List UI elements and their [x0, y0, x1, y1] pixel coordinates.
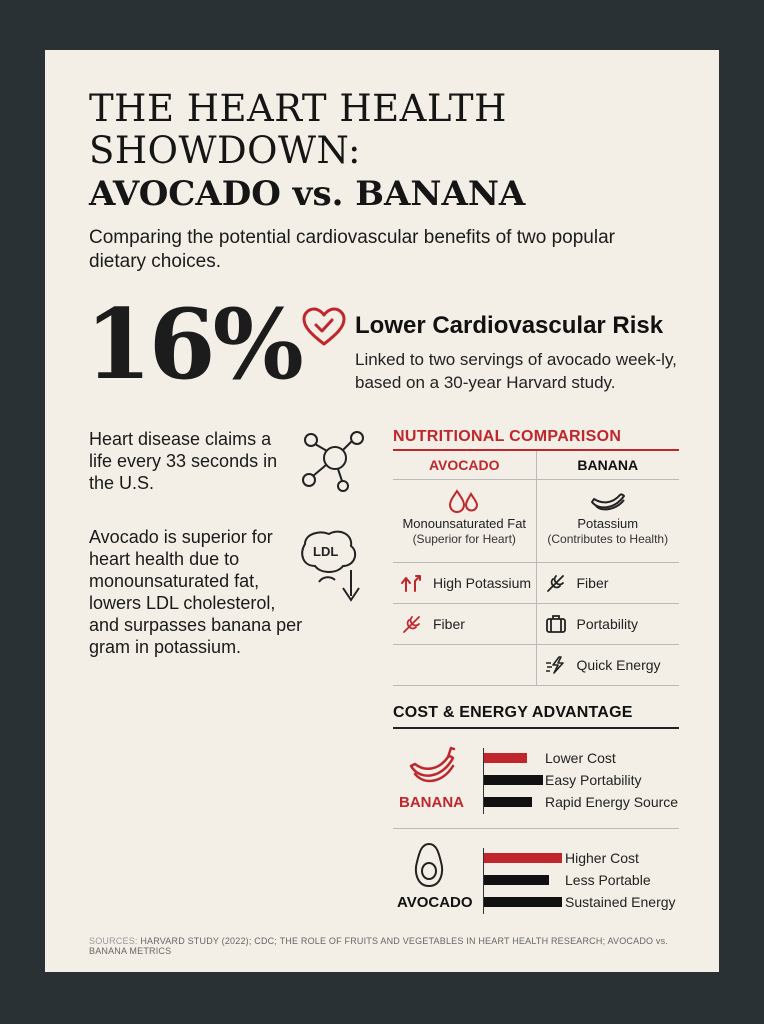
oil-drops-icon [449, 489, 479, 513]
banana-item-energy-label: Quick Energy [576, 657, 661, 673]
stat-headline: Lower Cardiovascular Risk [355, 312, 664, 339]
banana-bar-2 [484, 775, 543, 785]
banana-bar-label-1: Lower Cost [545, 750, 616, 766]
briefcase-icon [545, 615, 566, 633]
banana-bar-3 [484, 797, 532, 807]
heart-check-icon [302, 307, 346, 346]
avocado-column-header: AVOCADO [393, 451, 537, 479]
avocado-bar-1 [484, 853, 562, 863]
avocado-bar-2 [484, 875, 549, 885]
banana-item-energy: Quick Energy [537, 645, 680, 685]
fact-heart-disease: Heart disease claims a life every 33 sec… [89, 429, 278, 493]
sources-text: HARVARD STUDY (2022); CDC; THE ROLE OF F… [89, 936, 669, 956]
molecule-icon [302, 431, 364, 492]
avocado-bar-label-2: Less Portable [565, 872, 651, 888]
infographic-poster: THE HEART HEALTH SHOWDOWN: AVOCADO vs. B… [45, 50, 719, 972]
page-title: THE HEART HEALTH SHOWDOWN: [89, 88, 689, 172]
title-line-2: SHOWDOWN: [89, 129, 362, 172]
title-line-1: THE HEART HEALTH [89, 87, 507, 130]
fiber-wheat-icon [546, 575, 564, 592]
ldl-label: LDL [313, 544, 338, 559]
nutrition-main-row: Monounsaturated Fat (Superior for Heart)… [393, 480, 679, 563]
banana-main-sub: (Contributes to Health) [547, 532, 669, 546]
avocado-item-potassium-label: High Potassium [433, 575, 532, 591]
nutrition-table: AVOCADO BANANA Monounsaturated Fat (Supe… [393, 449, 679, 686]
cost-energy-avocado-label: AVOCADO [397, 894, 473, 911]
banana-item-portability: Portability [537, 604, 680, 644]
title-line-3: AVOCADO vs. BANANA [89, 174, 526, 214]
avocado-item-fiber-label: Fiber [433, 616, 465, 632]
nutrition-table-header: AVOCADO BANANA [393, 451, 679, 480]
avocado-item-potassium: High Potassium [393, 563, 537, 603]
banana-bunch-icon [409, 746, 456, 783]
nutrition-row-2: Fiber Portability [393, 604, 679, 645]
cost-energy-divider [393, 727, 679, 729]
avocado-main-sub: (Superior for Heart) [412, 532, 516, 546]
banana-item-fiber-label: Fiber [576, 575, 609, 591]
banana-item-fiber: Fiber [537, 563, 680, 603]
banana-icon [590, 493, 625, 511]
avocado-main-cell: Monounsaturated Fat (Superior for Heart) [393, 480, 537, 562]
nutrition-row-3: Quick Energy [393, 645, 679, 686]
avocado-bar-label-3: Sustained Energy [565, 894, 676, 910]
banana-bars-axis [483, 748, 484, 814]
fact-avocado-superior: Avocado is superior for heart health due… [89, 527, 303, 657]
banana-bar-1 [484, 753, 527, 763]
avocado-bars-axis [483, 848, 484, 914]
sources-footer: SOURCES: HARVARD STUDY (2022); CDC; THE … [89, 936, 689, 956]
nutrition-row-1: High Potassium Fiber [393, 563, 679, 604]
cost-energy-banana-label: BANANA [399, 794, 464, 811]
banana-bar-label-2: Easy Portability [545, 772, 642, 788]
subtitle: Comparing the potential cardiovascular b… [89, 227, 615, 272]
cost-energy-title: COST & ENERGY ADVANTAGE [393, 704, 633, 721]
nutrition-title: NUTRITIONAL COMPARISON [393, 428, 622, 445]
avocado-bar-3 [484, 897, 562, 907]
avocado-item-empty [393, 645, 537, 685]
avocado-main-label: Monounsaturated Fat [402, 516, 527, 531]
ldl-cholesterol-icon: LDL [301, 530, 360, 602]
potassium-arrows-icon [401, 575, 421, 592]
cost-energy-separator [393, 828, 679, 829]
lightning-icon [545, 656, 564, 674]
banana-column-header: BANANA [577, 457, 639, 473]
banana-bar-label-3: Rapid Energy Source [545, 794, 679, 810]
banana-item-portability-label: Portability [576, 616, 638, 632]
avocado-bar-label-1: Higher Cost [565, 850, 639, 866]
avocado-icon [414, 842, 444, 888]
banana-main-label: Potassium [577, 516, 639, 531]
stat-value: 16% [85, 288, 304, 401]
fiber-wheat-icon [403, 616, 420, 633]
sources-prefix: SOURCES: [89, 936, 138, 946]
banana-main-cell: Potassium (Contributes to Health) [537, 480, 680, 562]
avocado-item-fiber: Fiber [393, 604, 537, 644]
stat-description: Linked to two servings of avocado week-l… [355, 350, 677, 392]
